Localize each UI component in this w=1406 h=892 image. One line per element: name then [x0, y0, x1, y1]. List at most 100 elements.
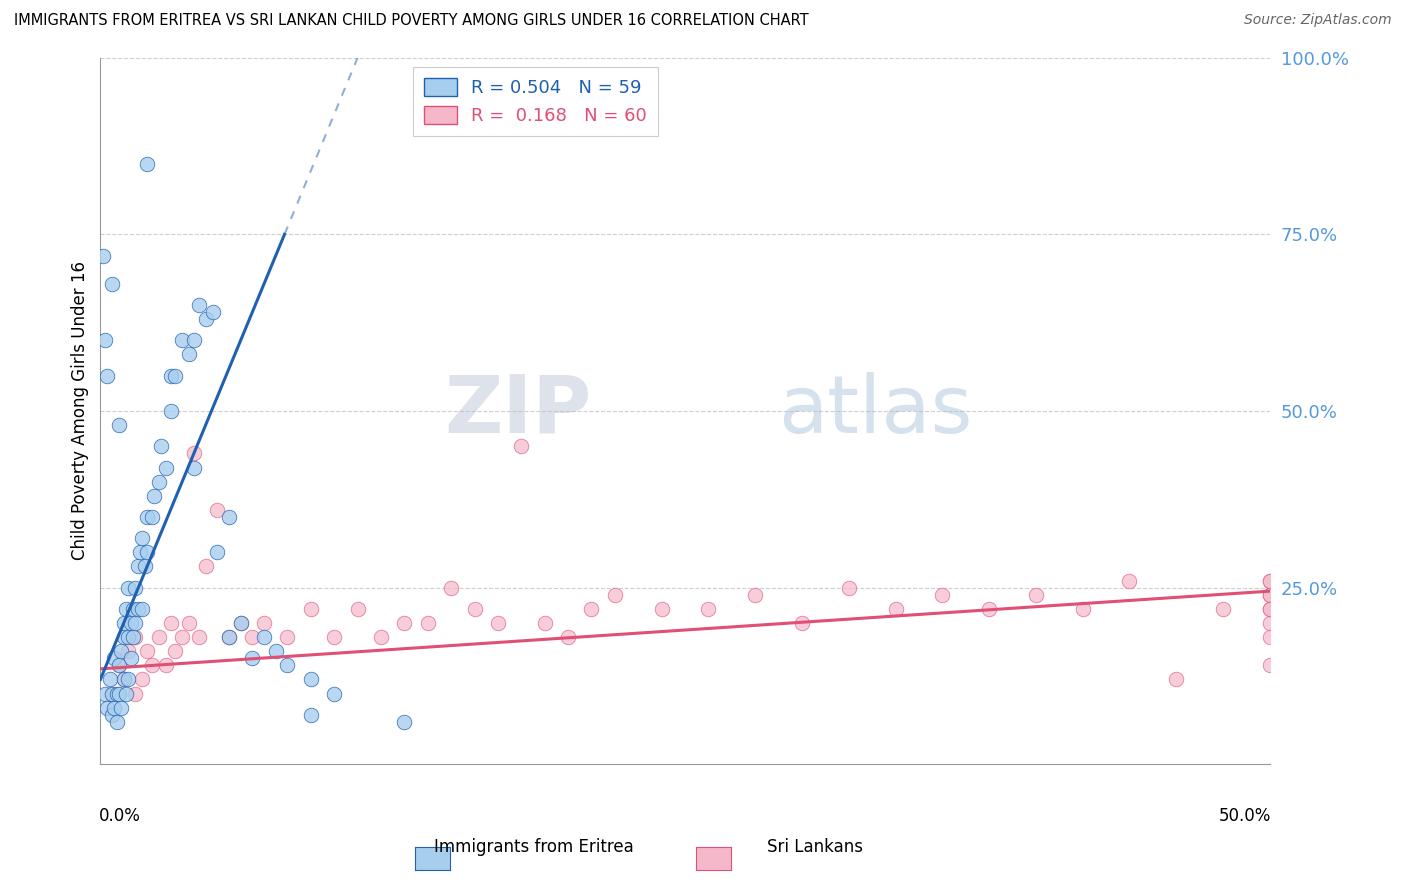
Point — [129, 545, 152, 559]
Point — [124, 687, 146, 701]
Point — [240, 630, 263, 644]
Point — [394, 615, 416, 630]
Point — [117, 630, 139, 644]
Point — [159, 368, 181, 383]
Point — [122, 602, 145, 616]
Text: 50.0%: 50.0% — [1219, 806, 1271, 825]
Point — [1118, 574, 1140, 588]
Point — [155, 460, 177, 475]
Legend: R = 0.504   N = 59, R =  0.168   N = 60: R = 0.504 N = 59, R = 0.168 N = 60 — [413, 67, 658, 136]
Point — [790, 615, 813, 630]
Point — [124, 615, 146, 630]
Point — [96, 700, 118, 714]
Point — [131, 602, 153, 616]
Point — [464, 602, 486, 616]
Point — [127, 602, 149, 616]
Point — [98, 673, 121, 687]
Point — [187, 630, 209, 644]
Point — [122, 630, 145, 644]
Text: Sri Lankans: Sri Lankans — [768, 838, 863, 856]
Point — [101, 687, 124, 701]
Point — [187, 298, 209, 312]
Point — [218, 510, 240, 524]
Point — [1258, 588, 1281, 602]
Point — [117, 673, 139, 687]
Point — [148, 475, 170, 489]
Point — [150, 439, 173, 453]
Point — [165, 644, 187, 658]
Point — [1258, 602, 1281, 616]
Point — [977, 602, 1000, 616]
Point — [179, 347, 201, 361]
Point — [110, 700, 132, 714]
Point — [183, 460, 205, 475]
Point — [108, 418, 131, 433]
Point — [229, 615, 252, 630]
Point — [1258, 574, 1281, 588]
Point — [165, 368, 187, 383]
Point — [253, 615, 276, 630]
Point — [136, 156, 159, 170]
Point — [101, 707, 124, 722]
Point — [299, 707, 322, 722]
Point — [183, 446, 205, 460]
Point — [143, 489, 166, 503]
Point — [884, 602, 907, 616]
Point — [91, 248, 114, 262]
Point — [124, 581, 146, 595]
Point — [179, 615, 201, 630]
Text: Source: ZipAtlas.com: Source: ZipAtlas.com — [1244, 13, 1392, 28]
Point — [323, 687, 346, 701]
Point — [134, 559, 156, 574]
Text: ZIP: ZIP — [444, 372, 592, 450]
Point — [141, 510, 163, 524]
Point — [124, 630, 146, 644]
Point — [108, 687, 131, 701]
Point — [299, 602, 322, 616]
Point — [94, 334, 117, 348]
Point — [218, 630, 240, 644]
Point — [115, 602, 138, 616]
Point — [697, 602, 720, 616]
Point — [131, 673, 153, 687]
Text: 0.0%: 0.0% — [100, 806, 141, 825]
Point — [1258, 615, 1281, 630]
Point — [105, 687, 128, 701]
Point — [533, 615, 555, 630]
Point — [172, 334, 194, 348]
Point — [486, 615, 509, 630]
Point — [370, 630, 392, 644]
Text: Immigrants from Eritrea: Immigrants from Eritrea — [434, 838, 634, 856]
Point — [229, 615, 252, 630]
Point — [510, 439, 533, 453]
Point — [136, 545, 159, 559]
Point — [101, 277, 124, 291]
Point — [218, 630, 240, 644]
Point — [148, 630, 170, 644]
Point — [103, 700, 125, 714]
Point — [1025, 588, 1047, 602]
Point — [120, 615, 142, 630]
Point — [127, 559, 149, 574]
Point — [108, 658, 131, 673]
Point — [112, 673, 135, 687]
Point — [276, 630, 298, 644]
Point — [120, 651, 142, 665]
Point — [94, 687, 117, 701]
Point — [136, 644, 159, 658]
Point — [105, 714, 128, 729]
Point — [207, 545, 229, 559]
Point — [651, 602, 673, 616]
Point — [172, 630, 194, 644]
Point — [744, 588, 766, 602]
Point — [416, 615, 439, 630]
Point — [112, 673, 135, 687]
Point — [101, 687, 124, 701]
Point — [603, 588, 626, 602]
Point — [253, 630, 276, 644]
Point — [207, 503, 229, 517]
Point — [159, 615, 181, 630]
Point — [440, 581, 463, 595]
Point — [346, 602, 368, 616]
Point — [1212, 602, 1234, 616]
